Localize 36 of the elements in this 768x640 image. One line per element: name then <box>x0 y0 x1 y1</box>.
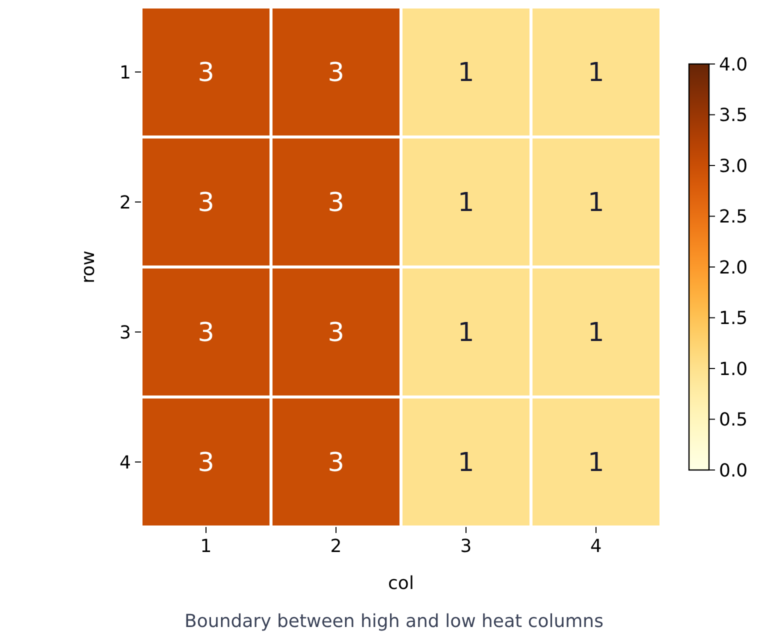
data-label: 3 <box>198 318 214 348</box>
data-label: 3 <box>328 58 344 88</box>
data-label: 1 <box>588 58 604 88</box>
data-label: 1 <box>458 448 474 478</box>
data-label: 1 <box>588 318 604 348</box>
x-tick-label: 4 <box>590 536 602 557</box>
y-tick-label: 4 <box>120 452 131 474</box>
data-label: 3 <box>198 58 214 88</box>
data-label: 1 <box>588 448 604 478</box>
x-tick-label: 3 <box>460 536 472 557</box>
x-axis-title: col <box>388 573 414 594</box>
x-tick-label: 1 <box>200 536 212 557</box>
y-tick-label: 3 <box>120 322 131 344</box>
data-label: 1 <box>458 188 474 218</box>
data-label: 3 <box>328 188 344 218</box>
y-tick-label: 1 <box>120 62 131 84</box>
x-tick-label: 2 <box>330 536 342 557</box>
color-bar-label: 0.0 <box>719 460 748 482</box>
data-label: 1 <box>458 58 474 88</box>
y-axis-title: row <box>78 250 99 284</box>
color-bar-label: 4.0 <box>719 54 748 76</box>
data-label: 3 <box>198 188 214 218</box>
color-bar-label: 2.5 <box>719 206 748 228</box>
color-bar-label: 0.5 <box>719 410 748 431</box>
color-bar-label: 1.5 <box>719 308 748 330</box>
data-label: 3 <box>328 318 344 348</box>
color-bar-label: 3.0 <box>719 156 748 177</box>
color-bar-label: 1.0 <box>719 358 748 380</box>
color-bar-label: 2.0 <box>719 257 748 278</box>
text: Boundary between high and low heat columns <box>184 611 604 632</box>
data-label: 3 <box>198 448 214 478</box>
color-bar-label: 3.5 <box>719 105 748 126</box>
data-label: 1 <box>588 188 604 218</box>
data-label: 1 <box>458 318 474 348</box>
data-label: 3 <box>328 448 344 478</box>
y-tick-label: 2 <box>120 192 131 214</box>
